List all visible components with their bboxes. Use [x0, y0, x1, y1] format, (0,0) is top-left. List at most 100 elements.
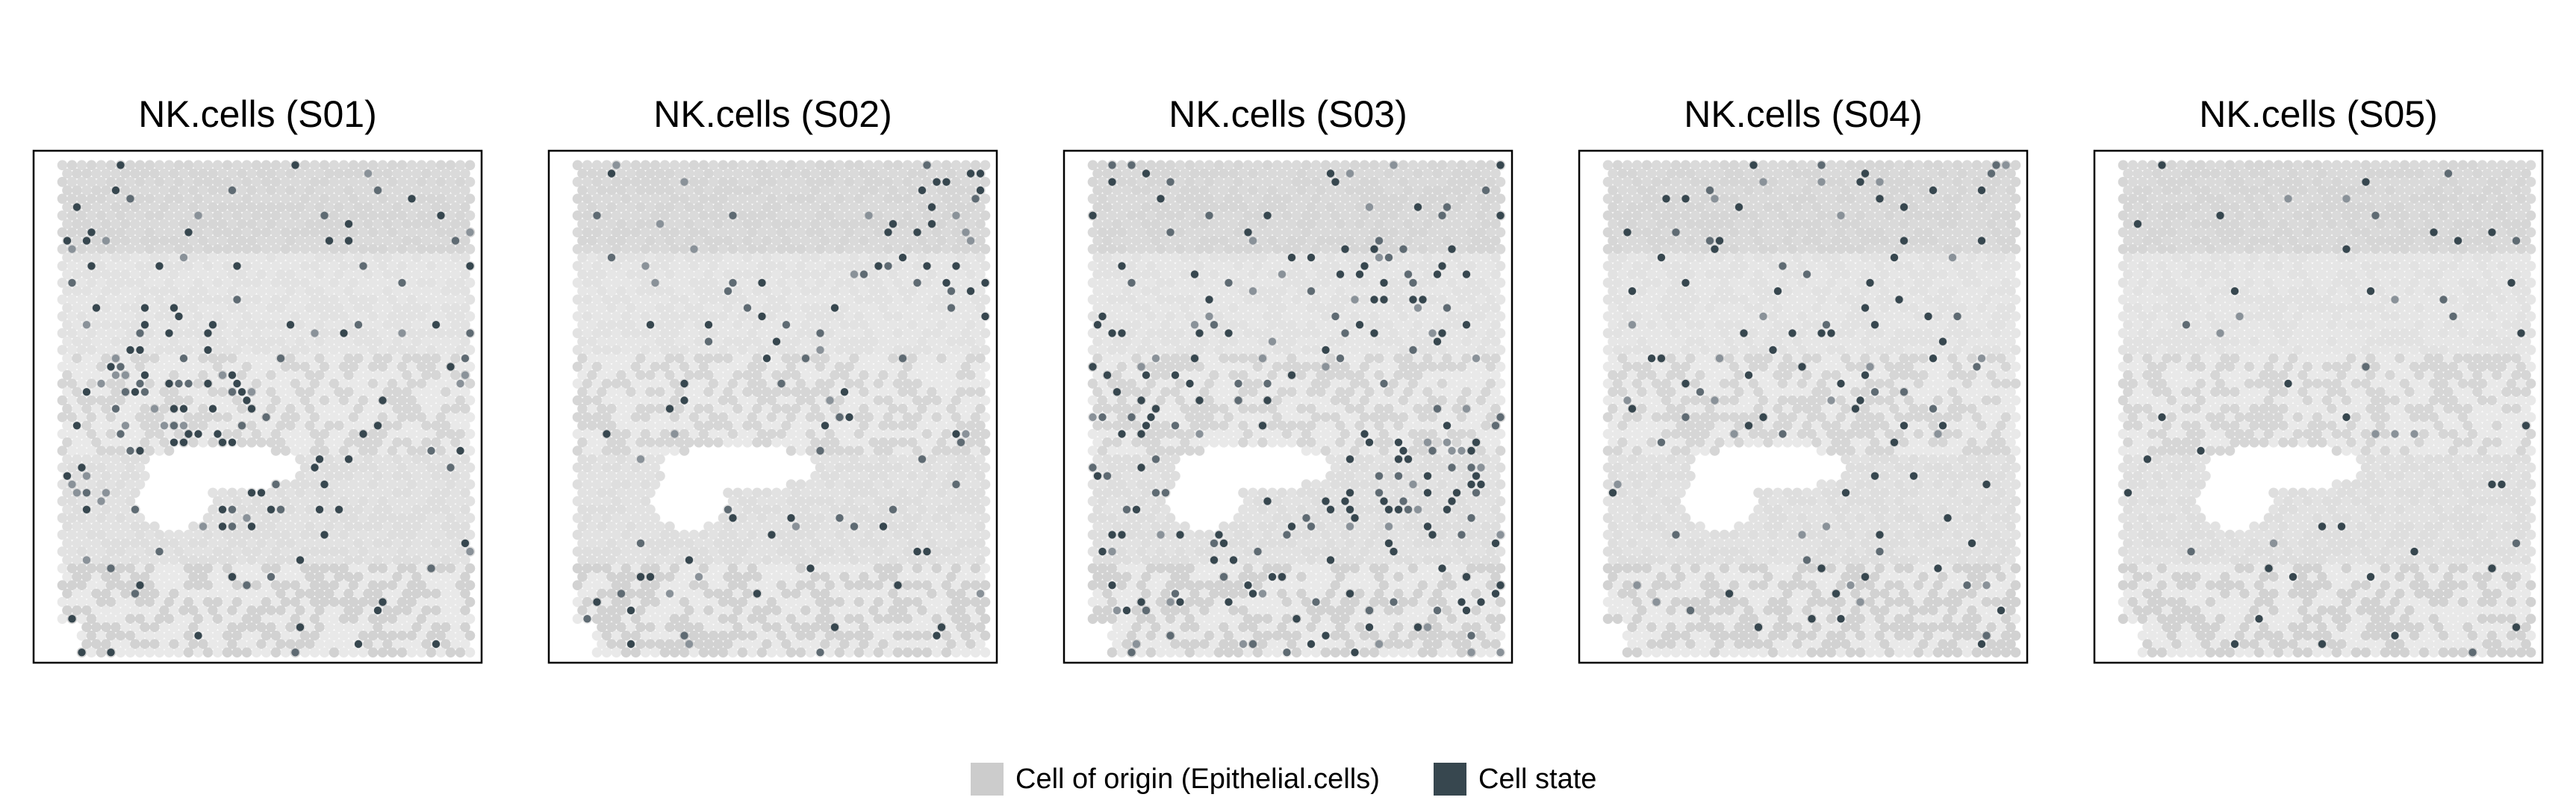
cell-state-point [136, 329, 143, 337]
cell-state-point [161, 422, 168, 429]
cell-state-point [93, 304, 100, 311]
cell-state-point [112, 372, 119, 379]
tissue-spot [407, 647, 417, 657]
cell-state-point [248, 489, 255, 496]
tissue-spot [679, 647, 690, 657]
cell-state-point [122, 388, 129, 396]
tissue-spot [903, 647, 913, 657]
cell-state-point [729, 212, 736, 219]
tissue-spot [631, 647, 641, 657]
tissue-spot [612, 647, 622, 657]
tissue-spot [242, 647, 252, 657]
tissue-spot [660, 647, 671, 657]
cell-state-point [126, 195, 134, 202]
cell-state-point [977, 187, 984, 194]
cell-state-point [461, 354, 469, 362]
tissue-spot [184, 647, 194, 657]
cell-state-point [340, 329, 347, 337]
cell-state-point [136, 447, 143, 454]
tissue-spot [602, 647, 612, 657]
cell-state-point [238, 388, 246, 396]
cell-state-point [83, 472, 90, 480]
tissue-spot [436, 647, 447, 657]
tissue-spot [388, 647, 398, 657]
tissue-spot [135, 647, 146, 657]
cell-state-point [461, 372, 469, 379]
tissue-spot [87, 647, 97, 657]
cell-state-point [228, 388, 236, 396]
panel-title: NK.cells (S01) [138, 93, 377, 135]
cell-state-point [97, 497, 105, 504]
tissue-spots [57, 160, 476, 658]
tissue-spot [679, 446, 690, 456]
tissue-spot [694, 437, 704, 448]
tissue-spot [116, 647, 126, 657]
cell-state-point [316, 506, 323, 513]
cell-state-point [889, 220, 897, 228]
cell-state-point [78, 463, 85, 471]
cell-state-point [219, 439, 226, 446]
cell-state-point [170, 422, 178, 429]
tissue-spot [723, 437, 733, 448]
tissue-spot [164, 446, 175, 456]
cell-state-point [918, 187, 926, 194]
cell-state-point [267, 573, 275, 581]
tissue-spot [96, 647, 107, 657]
tissue-spot [742, 437, 753, 448]
cell-state-point [248, 522, 255, 530]
cell-state-point [228, 439, 236, 446]
cell-state-point [209, 405, 217, 413]
cell-state-point [641, 262, 649, 269]
tissue-spot [762, 437, 772, 448]
cell-state-point [219, 372, 226, 379]
cell-state-point [311, 463, 318, 471]
cell-state-point [165, 380, 172, 387]
tissue-spot [349, 647, 359, 657]
tissue-spot [728, 647, 738, 657]
tissue-spot [786, 647, 797, 657]
cell-state-point [83, 237, 90, 244]
cell-state-point [608, 169, 615, 177]
cell-state-point [116, 363, 124, 370]
cell-state-point [612, 161, 620, 169]
cell-state-point [258, 489, 265, 496]
cell-state-point [452, 237, 459, 244]
cell-state-point [942, 178, 950, 186]
tissue-spot [825, 647, 836, 657]
tissue-spot [300, 647, 311, 657]
cell-state-point [184, 430, 192, 437]
cell-state-point [311, 329, 318, 337]
cell-state-point [63, 472, 71, 480]
cell-state-point [461, 540, 469, 547]
cell-state-point [928, 220, 936, 228]
cell-state-point [320, 531, 328, 538]
tissue-spot [922, 647, 933, 657]
cell-state-point [180, 254, 187, 261]
tissue-spot [261, 647, 272, 657]
tissue-spot [281, 647, 291, 657]
cell-state-point [199, 522, 207, 530]
cell-state-point [228, 573, 236, 581]
cell-state-point [175, 313, 182, 320]
cell-state-point [432, 640, 440, 648]
cell-state-point [204, 329, 211, 337]
cell-state-point [112, 187, 119, 194]
cell-state-point [593, 212, 600, 219]
tissue-spot [320, 647, 330, 657]
cell-state-point [228, 506, 236, 513]
tissue-spot [203, 647, 214, 657]
tissue-spot [951, 647, 962, 657]
cell-state-point [355, 640, 362, 648]
cell-state-point [228, 372, 236, 379]
tissue-spots [573, 160, 991, 658]
tissue-spot [426, 647, 437, 657]
cell-state-point [456, 447, 464, 454]
cell-state-point [608, 254, 615, 261]
tissue-spot [709, 647, 719, 657]
tissue-spot [188, 437, 199, 448]
tissue-spot [465, 647, 476, 657]
cell-state-point [219, 506, 226, 513]
cell-state-point [408, 195, 415, 202]
cell-state-point [116, 161, 124, 169]
tissue-spot [757, 647, 768, 657]
